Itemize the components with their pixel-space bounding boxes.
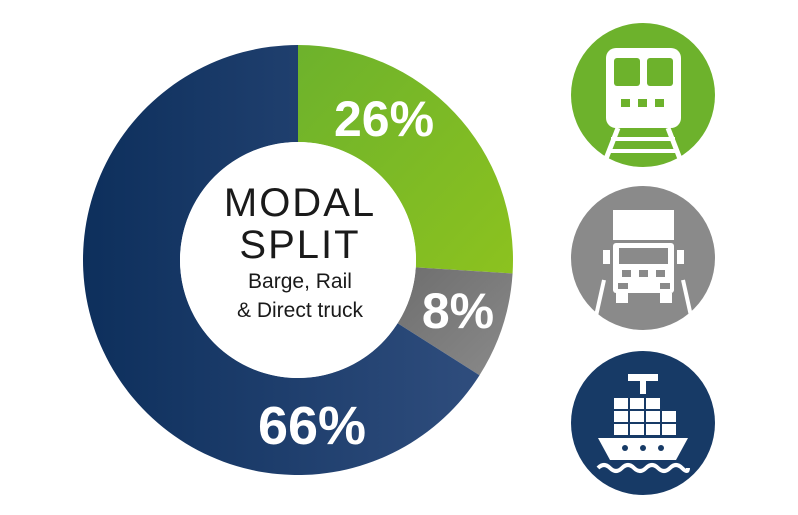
center-title-line-1: MODAL bbox=[224, 181, 376, 225]
train-icon bbox=[571, 23, 715, 167]
truck-icon bbox=[571, 186, 715, 330]
slice-label-truck: 8% bbox=[422, 283, 494, 339]
slice-truck bbox=[397, 267, 513, 376]
center-title-line-2: SPLIT bbox=[239, 223, 360, 267]
slice-barge bbox=[83, 45, 480, 476]
donut-slices bbox=[83, 45, 513, 476]
slice-label-barge: 66% bbox=[258, 396, 366, 456]
slice-label-rail: 26% bbox=[334, 91, 434, 147]
center-subtitle-line-1: Barge, Rail bbox=[248, 270, 352, 293]
donut-hole bbox=[180, 142, 416, 378]
container-ship-icon bbox=[571, 351, 715, 495]
slice-rail bbox=[298, 45, 513, 274]
center-subtitle-line-2: & Direct truck bbox=[237, 299, 364, 322]
